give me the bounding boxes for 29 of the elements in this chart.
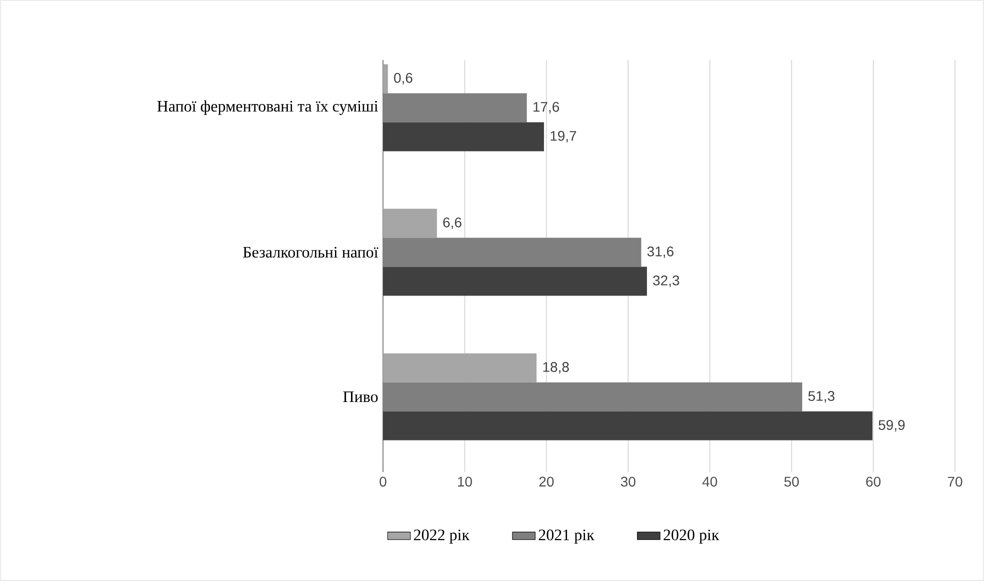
data-label: 32,3 (653, 275, 680, 288)
x-tick-label: 10 (458, 476, 472, 487)
bar (383, 122, 544, 152)
data-label: 19,7 (550, 130, 576, 142)
bar (383, 64, 388, 94)
bar (383, 266, 647, 296)
y-tick-label: Напої ферментовані та їх суміші (157, 100, 378, 115)
legend-label: 2022 рік (414, 530, 470, 544)
x-tick-label: 20 (539, 476, 554, 487)
data-label: 59,9 (878, 420, 905, 432)
x-tick-label: 60 (866, 476, 881, 487)
bar (383, 353, 537, 382)
x-tick-label: 40 (702, 476, 718, 487)
legend-label: 2021 рік (538, 530, 594, 544)
y-tick-label: Безалкогольні напої (243, 246, 378, 258)
data-label: 31,6 (647, 246, 674, 258)
bar (383, 411, 872, 440)
data-label: 6,6 (443, 217, 462, 230)
legend-label: 2020 рік (664, 530, 720, 544)
y-tick-label: Пиво (343, 392, 378, 402)
x-tick-label: 0 (380, 476, 386, 487)
data-label: 17,6 (533, 102, 560, 114)
bar (383, 208, 437, 238)
x-tick-label: 70 (948, 476, 962, 487)
data-label: 0,6 (394, 72, 412, 84)
x-tick-label: 50 (784, 476, 799, 487)
data-label: 18,8 (543, 362, 569, 374)
x-tick-label: 30 (620, 476, 636, 487)
data-label: 51,3 (808, 391, 834, 403)
